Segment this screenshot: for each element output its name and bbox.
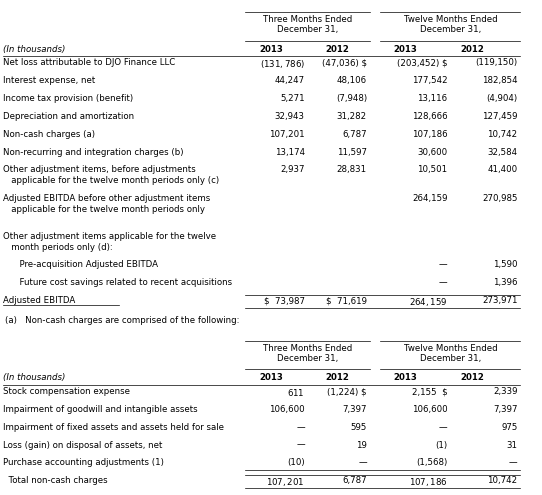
Text: 2013: 2013 [393,373,417,382]
Text: $  (131,786) $: $ (131,786) $ [260,58,305,70]
Text: 2,937: 2,937 [280,165,305,174]
Text: 595: 595 [351,423,367,432]
Text: (1,568): (1,568) [416,458,448,467]
Text: 2013: 2013 [259,45,283,53]
Text: 2013: 2013 [393,45,417,53]
Text: Twelve Months Ended
December 31,: Twelve Months Ended December 31, [404,15,497,34]
Text: Other adjustment items, before adjustments: Other adjustment items, before adjustmen… [3,165,196,174]
Text: applicable for the twelve month periods only: applicable for the twelve month periods … [3,205,205,214]
Text: (In thousands): (In thousands) [3,373,65,382]
Text: —: — [439,260,448,269]
Text: (7,948): (7,948) [336,94,367,103]
Text: 13,174: 13,174 [275,148,305,156]
Text: 2012: 2012 [325,45,349,53]
Text: Adjusted EBITDA before other adjustment items: Adjusted EBITDA before other adjustment … [3,194,210,203]
Text: 2012: 2012 [461,373,485,382]
Text: Future cost savings related to recent acquisitions: Future cost savings related to recent ac… [3,278,232,287]
Text: 2013: 2013 [259,373,283,382]
Text: —: — [296,423,305,432]
Text: —: — [439,423,448,432]
Text: $  264,159  $: $ 264,159 $ [409,296,448,308]
Text: 41,400: 41,400 [487,165,518,174]
Text: 264,159: 264,159 [412,194,448,203]
Text: 32,584: 32,584 [487,148,518,156]
Text: Twelve Months Ended
December 31,: Twelve Months Ended December 31, [404,344,497,363]
Text: (1,224) $: (1,224) $ [327,387,367,396]
Text: 6,787: 6,787 [343,130,367,139]
Text: Non-cash charges (a): Non-cash charges (a) [3,130,95,139]
Text: $  107,186  $: $ 107,186 $ [409,476,448,488]
Text: 6,787: 6,787 [343,476,367,485]
Text: 10,742: 10,742 [487,130,518,139]
Text: (a)   Non-cash charges are comprised of the following:: (a) Non-cash charges are comprised of th… [5,316,240,325]
Text: 31: 31 [507,441,518,449]
Text: 2,339: 2,339 [493,387,518,396]
Text: 44,247: 44,247 [275,76,305,85]
Text: 107,201: 107,201 [269,130,305,139]
Text: 128,666: 128,666 [412,112,448,121]
Text: 31,282: 31,282 [337,112,367,121]
Text: 19: 19 [356,441,367,449]
Text: 106,600: 106,600 [412,405,448,414]
Text: 11,597: 11,597 [337,148,367,156]
Text: 273,971: 273,971 [482,296,518,305]
Text: (203,452) $: (203,452) $ [397,58,448,67]
Text: 177,542: 177,542 [412,76,448,85]
Text: $     611  $: $ 611 $ [287,387,305,398]
Text: (In thousands): (In thousands) [3,45,65,53]
Text: Loss (gain) on disposal of assets, net: Loss (gain) on disposal of assets, net [3,441,162,449]
Text: 30,600: 30,600 [417,148,448,156]
Text: 975: 975 [501,423,518,432]
Text: 2012: 2012 [325,373,349,382]
Text: 182,854: 182,854 [482,76,518,85]
Text: 10,742: 10,742 [487,476,518,485]
Text: Other adjustment items applicable for the twelve: Other adjustment items applicable for th… [3,232,216,241]
Text: 127,459: 127,459 [482,112,518,121]
Text: Pre-acquisition Adjusted EBITDA: Pre-acquisition Adjusted EBITDA [3,260,158,269]
Text: (1): (1) [435,441,448,449]
Text: Total non-cash charges: Total non-cash charges [3,476,107,485]
Text: —: — [509,458,518,467]
Text: 2012: 2012 [461,45,485,53]
Text: 106,600: 106,600 [269,405,305,414]
Text: 5,271: 5,271 [280,94,305,103]
Text: —: — [296,441,305,449]
Text: $  73,987: $ 73,987 [264,296,305,305]
Text: Interest expense, net: Interest expense, net [3,76,95,85]
Text: (10): (10) [287,458,305,467]
Text: month periods only (d):: month periods only (d): [3,243,112,251]
Text: 10,501: 10,501 [417,165,448,174]
Text: 7,397: 7,397 [343,405,367,414]
Text: Non-recurring and integration charges (b): Non-recurring and integration charges (b… [3,148,183,156]
Text: —: — [358,458,367,467]
Text: 32,943: 32,943 [275,112,305,121]
Text: 107,186: 107,186 [412,130,448,139]
Text: (47,036) $: (47,036) $ [322,58,367,67]
Text: Stock compensation expense: Stock compensation expense [3,387,130,396]
Text: 1,396: 1,396 [493,278,518,287]
Text: (119,150): (119,150) [475,58,518,67]
Text: 28,831: 28,831 [337,165,367,174]
Text: 270,985: 270,985 [482,194,518,203]
Text: 48,106: 48,106 [337,76,367,85]
Text: 13,116: 13,116 [417,94,448,103]
Text: Three Months Ended
December 31,: Three Months Ended December 31, [263,344,352,363]
Text: (4,904): (4,904) [487,94,518,103]
Text: 7,397: 7,397 [493,405,518,414]
Text: Adjusted EBITDA: Adjusted EBITDA [3,296,75,305]
Text: Income tax provision (benefit): Income tax provision (benefit) [3,94,133,103]
Text: Purchase accounting adjustments (1): Purchase accounting adjustments (1) [3,458,164,467]
Text: —: — [439,278,448,287]
Text: applicable for the twelve month periods only (c): applicable for the twelve month periods … [3,176,219,185]
Text: Three Months Ended
December 31,: Three Months Ended December 31, [263,15,352,34]
Text: 2,155  $: 2,155 $ [412,387,448,396]
Text: 1,590: 1,590 [493,260,518,269]
Text: Impairment of goodwill and intangible assets: Impairment of goodwill and intangible as… [3,405,197,414]
Text: Depreciation and amortization: Depreciation and amortization [3,112,134,121]
Text: $  71,619: $ 71,619 [326,296,367,305]
Text: $  107,201  $: $ 107,201 $ [266,476,305,488]
Text: Impairment of fixed assets and assets held for sale: Impairment of fixed assets and assets he… [3,423,224,432]
Text: Net loss attributable to DJO Finance LLC: Net loss attributable to DJO Finance LLC [3,58,175,67]
